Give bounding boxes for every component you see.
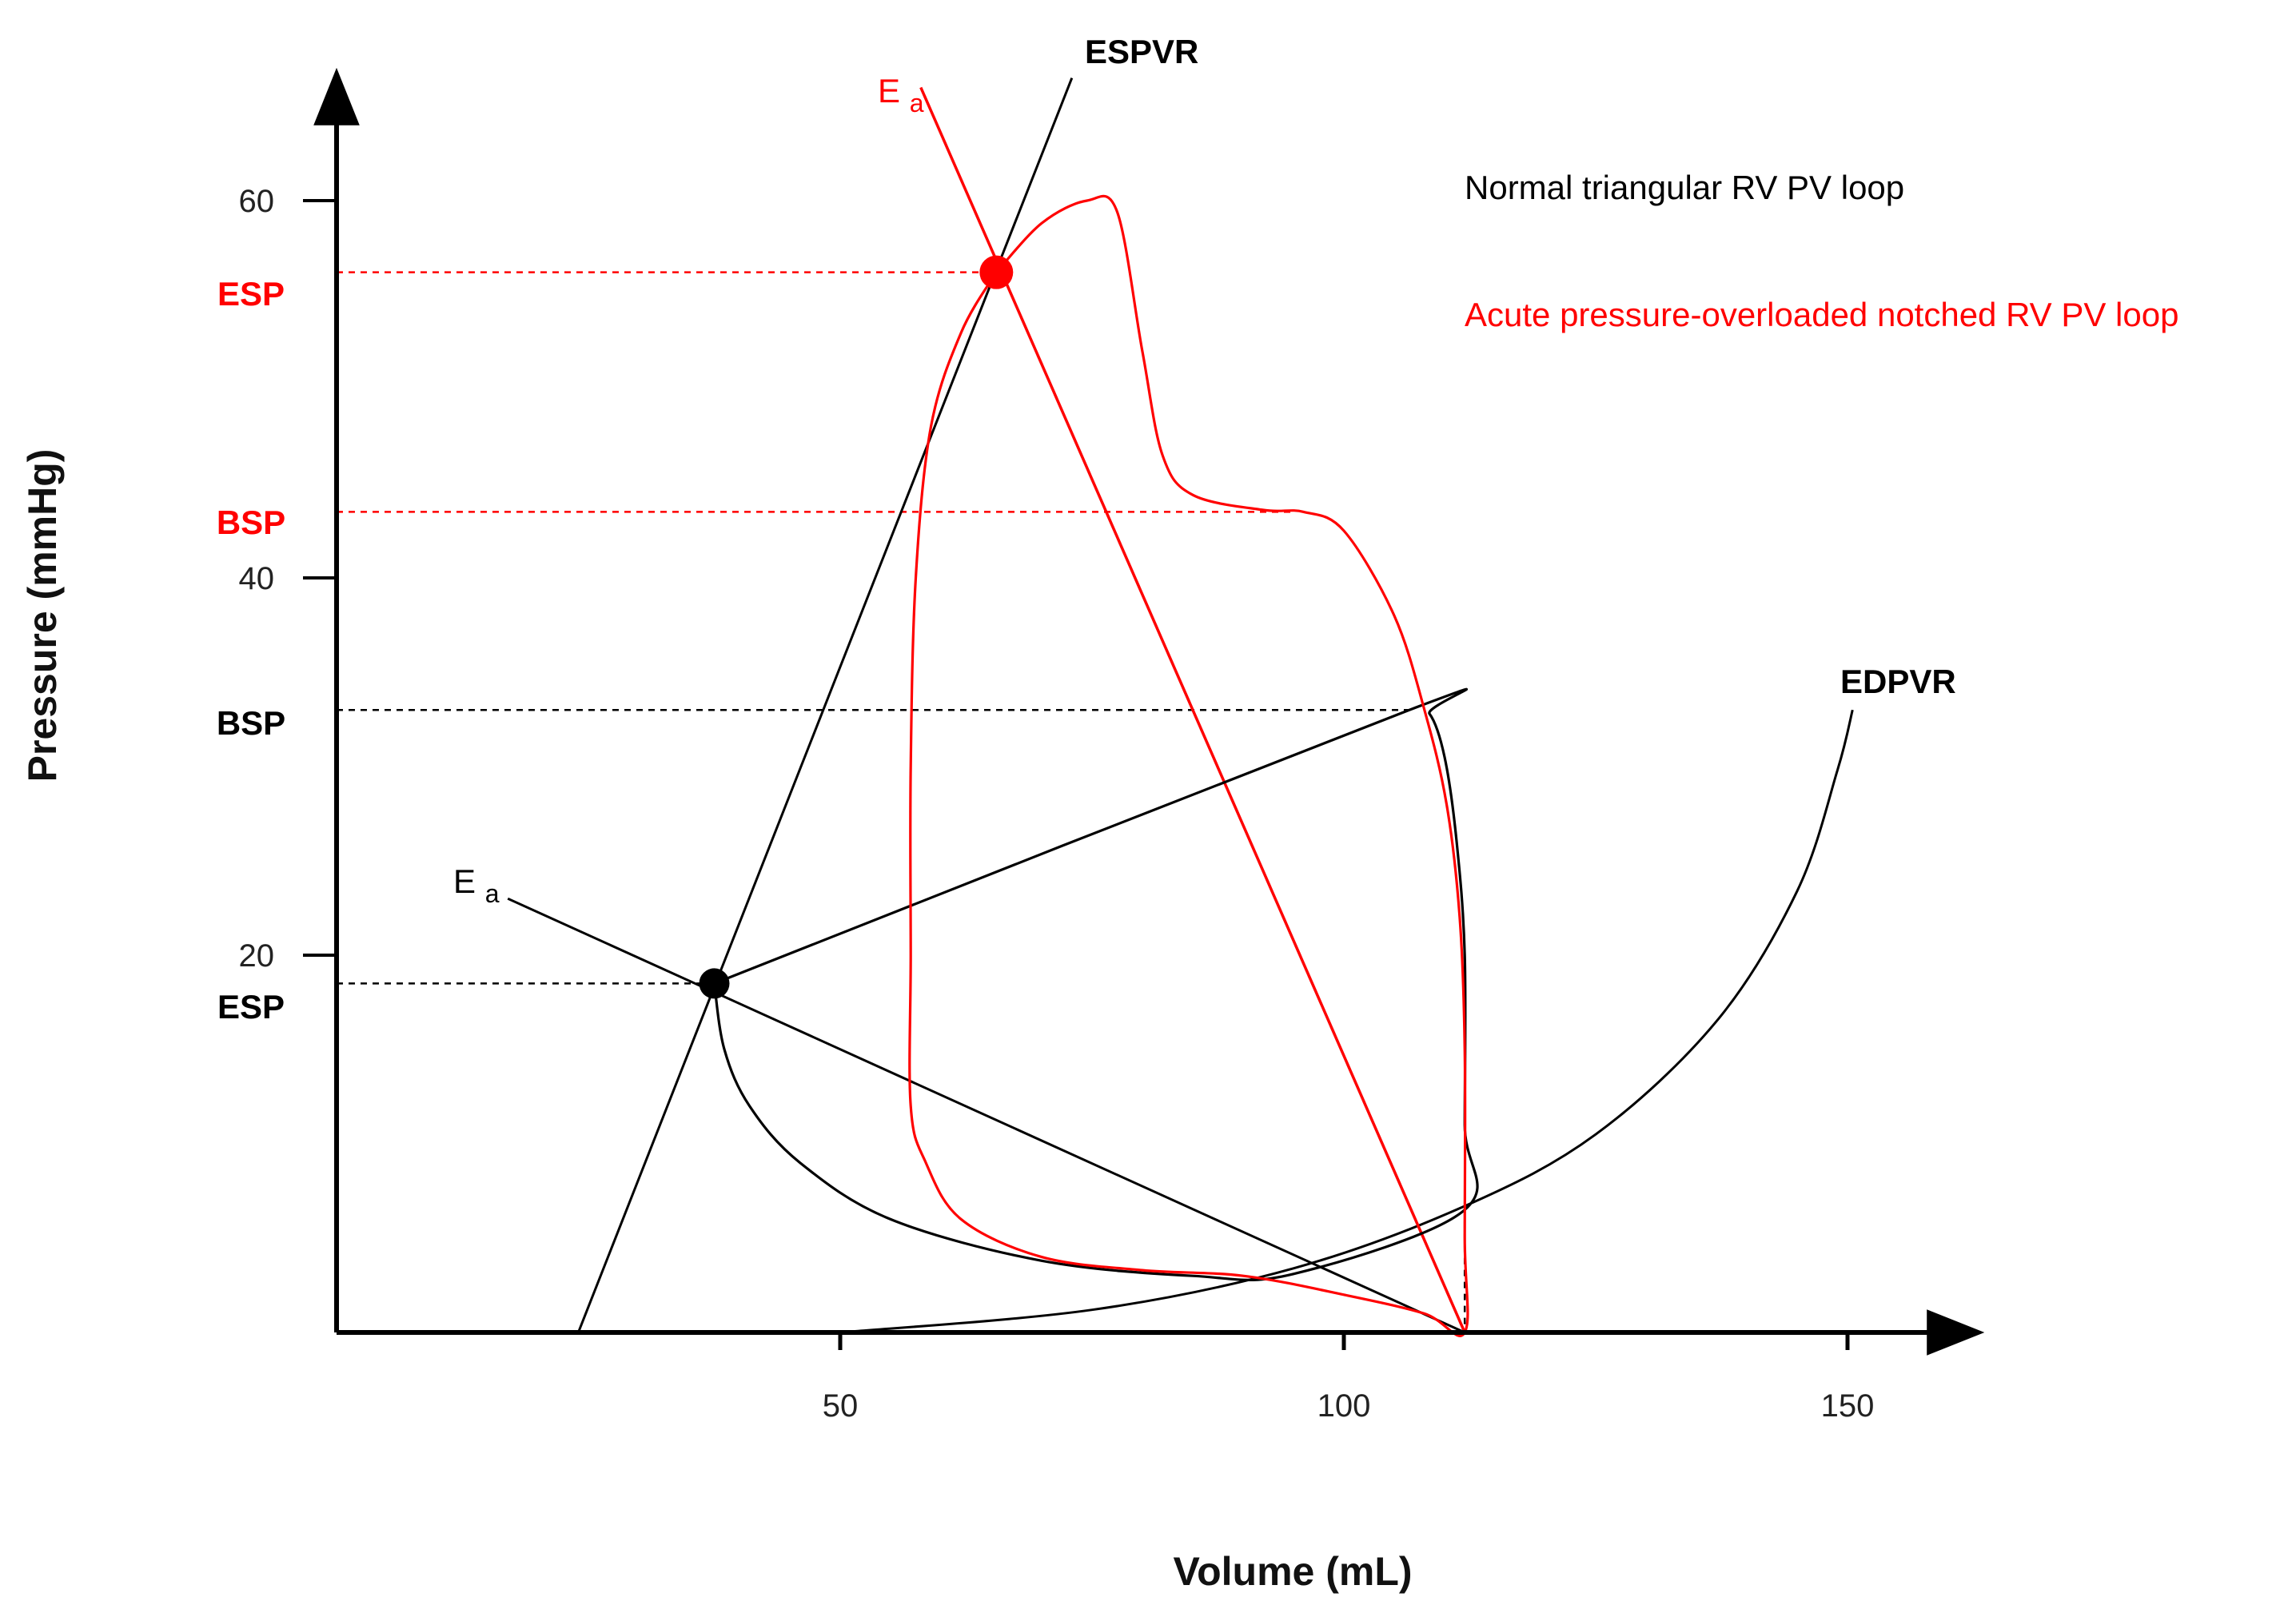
esp-normal-label: ESP (217, 988, 285, 1026)
legend-entry-normal: Normal triangular RV PV loop (1465, 169, 1904, 206)
bsp-normal-label: BSP (217, 704, 285, 742)
legend-entry-overloaded: Acute pressure-overloaded notched RV PV … (1465, 296, 2178, 333)
ea-overloaded-label-subscript: a (910, 89, 924, 117)
edpvr-curve (839, 709, 1854, 1334)
x-tick-label: 150 (1821, 1388, 1875, 1424)
y-tick-label: 60 (239, 184, 275, 219)
dashed-marker-layer (337, 271, 1466, 1332)
y-tick-label: 20 (239, 938, 275, 974)
normal-esp-point (699, 968, 730, 999)
overloaded-esp-point (979, 255, 1014, 289)
points-layer (699, 255, 1014, 999)
normal-pv-loop (712, 687, 1479, 1282)
overloaded-pv-loop (908, 194, 1469, 1337)
x-tick-label: 100 (1317, 1388, 1371, 1424)
x-axis-title: Volume (mL) (1173, 1549, 1412, 1594)
series-layer (712, 194, 1479, 1337)
axes-layer: 50 100 150 20 40 60 (239, 67, 1985, 1424)
edpvr-label: EDPVR (1840, 663, 1956, 700)
ea-normal-line (507, 897, 1465, 1334)
text-layer: Volume (mL) Pressure (mmHg) Normal trian… (20, 33, 2178, 1594)
ea-normal-label-main: E (453, 862, 476, 900)
ea-normal-label-subscript: a (485, 879, 500, 908)
espvr-label: ESPVR (1085, 33, 1198, 70)
ea-overloaded-label-main: E (878, 72, 900, 110)
y-tick-label: 40 (239, 561, 275, 596)
reference-lines-layer (507, 78, 1854, 1334)
ea-overloaded-label: E a (878, 72, 924, 117)
ea-overloaded-line (919, 86, 1466, 1333)
esp-overloaded-label: ESP (217, 275, 285, 313)
y-axis-title: Pressure (mmHg) (20, 449, 65, 783)
x-tick-label: 50 (823, 1388, 859, 1424)
ea-normal-label: E a (453, 862, 500, 908)
bsp-overloaded-label: BSP (217, 504, 285, 541)
